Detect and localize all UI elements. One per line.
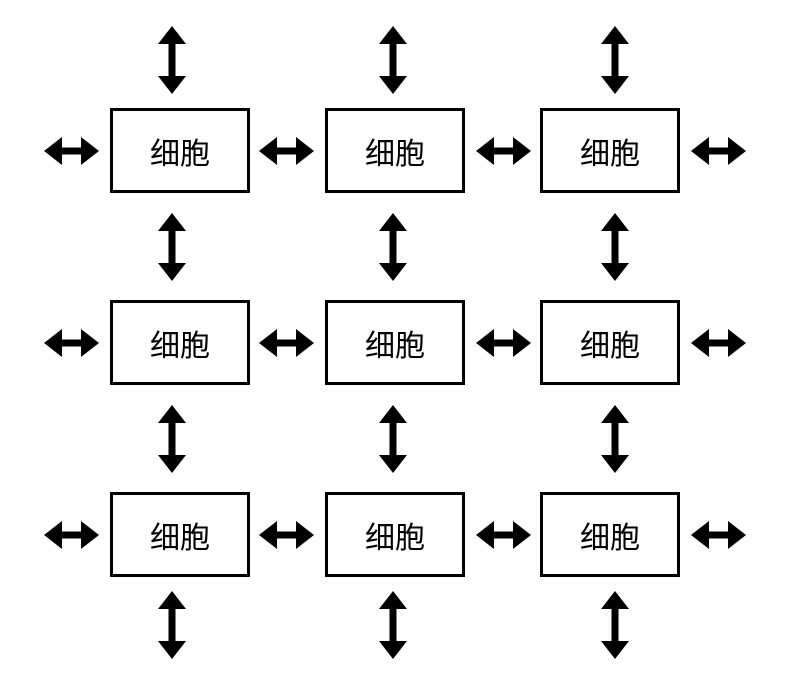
- cell-label: 细胞: [580, 321, 640, 365]
- double-arrow-vertical-icon: [379, 405, 407, 473]
- double-arrow-vertical-icon: [379, 591, 407, 659]
- double-arrow-horizontal-icon: [259, 521, 314, 549]
- double-arrow-vertical-icon: [601, 405, 629, 473]
- double-arrow-vertical-icon: [601, 591, 629, 659]
- cell-label: 细胞: [365, 129, 425, 173]
- cell-label: 细胞: [150, 321, 210, 365]
- double-arrow-vertical-icon: [601, 26, 629, 94]
- cell-box: 细胞: [540, 300, 680, 385]
- double-arrow-horizontal-icon: [259, 137, 314, 165]
- double-arrow-horizontal-icon: [44, 521, 99, 549]
- double-arrow-vertical-icon: [158, 591, 186, 659]
- cell-box: 细胞: [110, 300, 250, 385]
- double-arrow-horizontal-icon: [44, 137, 99, 165]
- double-arrow-vertical-icon: [379, 26, 407, 94]
- cell-label: 细胞: [580, 513, 640, 557]
- double-arrow-vertical-icon: [601, 213, 629, 281]
- cell-box: 细胞: [110, 492, 250, 577]
- double-arrow-horizontal-icon: [691, 521, 746, 549]
- cell-box: 细胞: [540, 108, 680, 193]
- double-arrow-vertical-icon: [379, 213, 407, 281]
- cell-box: 细胞: [325, 108, 465, 193]
- double-arrow-horizontal-icon: [476, 521, 531, 549]
- cell-box: 细胞: [110, 108, 250, 193]
- double-arrow-vertical-icon: [158, 26, 186, 94]
- cell-label: 细胞: [150, 129, 210, 173]
- cell-label: 细胞: [580, 129, 640, 173]
- cell-box: 细胞: [540, 492, 680, 577]
- double-arrow-vertical-icon: [158, 213, 186, 281]
- cell-box: 细胞: [325, 300, 465, 385]
- double-arrow-horizontal-icon: [691, 137, 746, 165]
- cell-label: 细胞: [365, 513, 425, 557]
- cell-box: 细胞: [325, 492, 465, 577]
- double-arrow-horizontal-icon: [476, 137, 531, 165]
- diagram-container: 细胞细胞细胞细胞细胞细胞细胞细胞细胞: [0, 0, 793, 688]
- double-arrow-vertical-icon: [158, 405, 186, 473]
- double-arrow-horizontal-icon: [44, 329, 99, 357]
- cell-label: 细胞: [365, 321, 425, 365]
- cell-label: 细胞: [150, 513, 210, 557]
- double-arrow-horizontal-icon: [691, 329, 746, 357]
- double-arrow-horizontal-icon: [259, 329, 314, 357]
- double-arrow-horizontal-icon: [476, 329, 531, 357]
